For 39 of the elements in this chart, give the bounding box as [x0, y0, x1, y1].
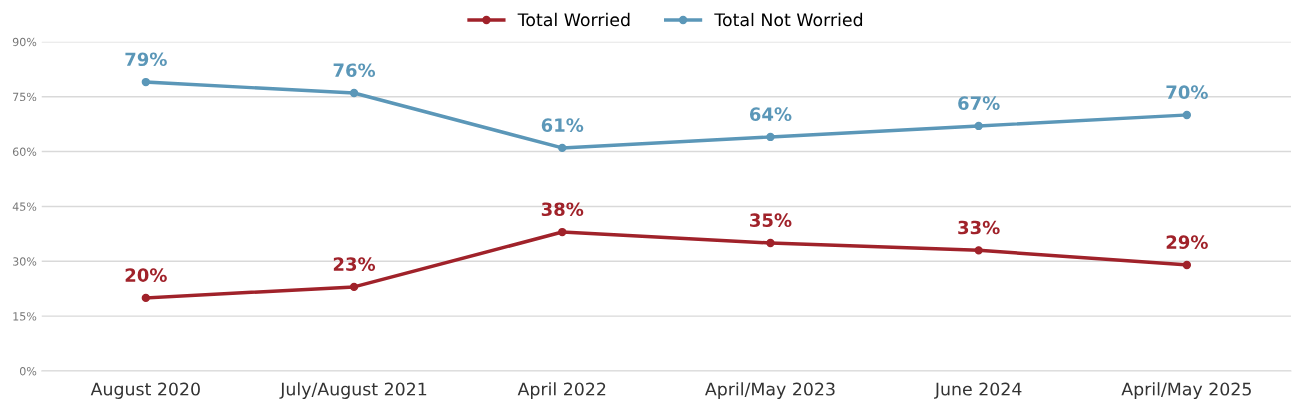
data-label: 76%	[333, 63, 376, 78]
data-label: 33%	[958, 220, 1000, 235]
data-label: 38%	[541, 202, 584, 217]
point	[349, 88, 359, 98]
x-tick-label: August 2020	[90, 382, 200, 399]
x-tick-label: April/May 2025	[1121, 382, 1251, 399]
point	[558, 227, 567, 237]
point	[1182, 260, 1192, 270]
data-label: 79%	[125, 52, 167, 67]
data-label: 29%	[1166, 235, 1208, 249]
point	[349, 282, 359, 292]
x-tick-label: April 2022	[517, 382, 606, 399]
data-label: 70%	[1166, 85, 1208, 99]
data-label: 23%	[333, 257, 376, 271]
point	[141, 293, 150, 303]
data-label: 61%	[541, 118, 584, 132]
y-tick-label: 0%	[19, 367, 37, 376]
y-tick-label: 90%	[12, 37, 37, 47]
point	[766, 132, 775, 142]
legend-label: Total Not Worried	[714, 12, 863, 27]
data-label: 35%	[750, 213, 792, 228]
point	[558, 143, 567, 153]
point	[974, 121, 983, 131]
y-tick-label: 75%	[13, 92, 37, 102]
point	[974, 246, 983, 255]
y-tick-label: 15%	[13, 312, 37, 321]
y-tick-label: 45%	[12, 202, 37, 211]
data-label: 67%	[958, 96, 1000, 110]
x-tick-label: April/May 2023	[705, 382, 835, 399]
x-tick-label: July/August 2021	[279, 382, 427, 399]
data-label: 20%	[125, 268, 167, 282]
data-label: 64%	[749, 107, 792, 121]
point	[141, 77, 150, 87]
y-tick-label: 60%	[12, 147, 37, 156]
legend-label: Total Worried	[517, 12, 630, 27]
point	[766, 238, 775, 248]
x-tick-label: June 2024	[934, 382, 1022, 399]
point	[1182, 110, 1192, 120]
y-tick-label: 30%	[13, 257, 37, 266]
